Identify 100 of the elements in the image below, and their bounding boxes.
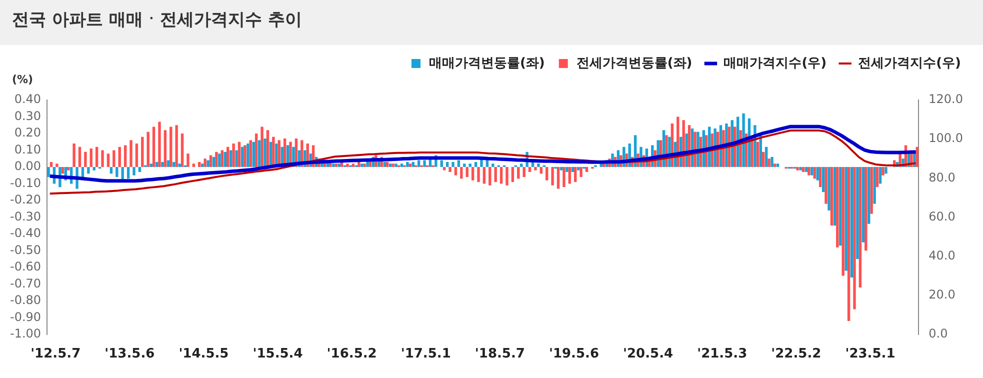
bar [206, 160, 210, 167]
bar [110, 166, 113, 174]
bar [853, 166, 856, 310]
bar [101, 150, 104, 167]
bar [850, 166, 854, 278]
bar [520, 164, 523, 167]
bar [116, 166, 118, 178]
bar [873, 166, 876, 204]
bar [446, 162, 449, 167]
bar [511, 166, 514, 182]
bar [442, 166, 446, 170]
bar [423, 160, 426, 167]
bar [132, 166, 136, 176]
bar [813, 166, 816, 179]
bar [272, 136, 275, 167]
bar [802, 166, 805, 172]
bar [457, 160, 460, 167]
bar [804, 166, 808, 172]
y-tick-label: 0.40 [14, 92, 42, 106]
bar [400, 164, 404, 167]
bar [452, 162, 454, 167]
bar [392, 164, 394, 167]
bar [383, 162, 386, 167]
bar [916, 146, 919, 167]
bar [551, 166, 554, 186]
bar [574, 166, 577, 182]
bar [858, 166, 862, 288]
bar [209, 155, 212, 167]
bar [471, 166, 474, 180]
bar [486, 160, 489, 167]
bar [776, 164, 780, 167]
bar [571, 166, 574, 172]
bar [346, 164, 349, 167]
bar [334, 164, 338, 167]
bar [522, 166, 526, 178]
y-tick-label: -0.50 [10, 242, 42, 257]
bar [796, 166, 799, 170]
bar [460, 166, 463, 179]
bar [244, 145, 246, 167]
bar [161, 162, 164, 167]
bar [61, 166, 64, 174]
x-tick-label: '17.5.1 [400, 346, 451, 362]
x-tick-label: '23.5.1 [845, 346, 896, 362]
x-tick-label: '19.5.6 [548, 346, 600, 362]
bar [212, 156, 216, 167]
bar [178, 164, 181, 167]
bar [130, 140, 132, 167]
bar [828, 166, 830, 211]
bar [258, 140, 261, 167]
bar [220, 150, 224, 167]
bar [235, 150, 238, 167]
x-tick-label: '13.5.6 [104, 346, 155, 362]
x-tick-label: '16.5.2 [326, 346, 377, 362]
y-tick-label: -0.30 [10, 209, 42, 224]
legend-label: 전세가격변동률(좌) [576, 56, 692, 71]
bar [388, 164, 392, 167]
legend-label: 전세가격지수(우) [858, 56, 962, 71]
bar [406, 162, 409, 167]
x-tick-label: '20.5.4 [623, 346, 674, 362]
bar [260, 126, 264, 167]
y2-tick-label: 20.0 [928, 287, 956, 302]
bar [862, 166, 865, 242]
bar [264, 138, 266, 167]
bar [540, 166, 543, 174]
y-tick-label: -0.80 [10, 293, 42, 308]
bar [192, 164, 196, 167]
y-axis-title: (%) [12, 72, 34, 86]
bar [528, 166, 532, 172]
bar [818, 166, 822, 188]
bar [770, 156, 774, 167]
bar [204, 158, 206, 167]
bar [332, 164, 335, 167]
bar [118, 146, 121, 167]
bar [474, 162, 478, 167]
bar [882, 166, 884, 176]
bar [816, 166, 819, 180]
bar [762, 152, 765, 167]
y-tick-label: -0.10 [10, 176, 42, 190]
bar [824, 166, 828, 204]
bar [833, 166, 836, 226]
bar [172, 162, 176, 167]
legend-label: 매매가격변동률(좌) [428, 56, 545, 71]
bar [229, 150, 232, 167]
bar [175, 125, 178, 167]
y2-tick-label: 100.0 [928, 131, 964, 146]
bar [842, 166, 844, 276]
bar [218, 154, 221, 167]
bar [448, 166, 452, 172]
bar [830, 166, 834, 226]
bar [87, 166, 90, 174]
bar [488, 166, 492, 186]
bar [477, 166, 480, 182]
bar [84, 152, 87, 167]
bar [562, 166, 566, 188]
legend-label: 매매가격지수(우) [724, 56, 827, 71]
bar [138, 166, 142, 172]
y-tick-label: -0.40 [10, 226, 42, 240]
bar [95, 146, 98, 167]
bar [585, 166, 588, 172]
bar [408, 164, 412, 167]
